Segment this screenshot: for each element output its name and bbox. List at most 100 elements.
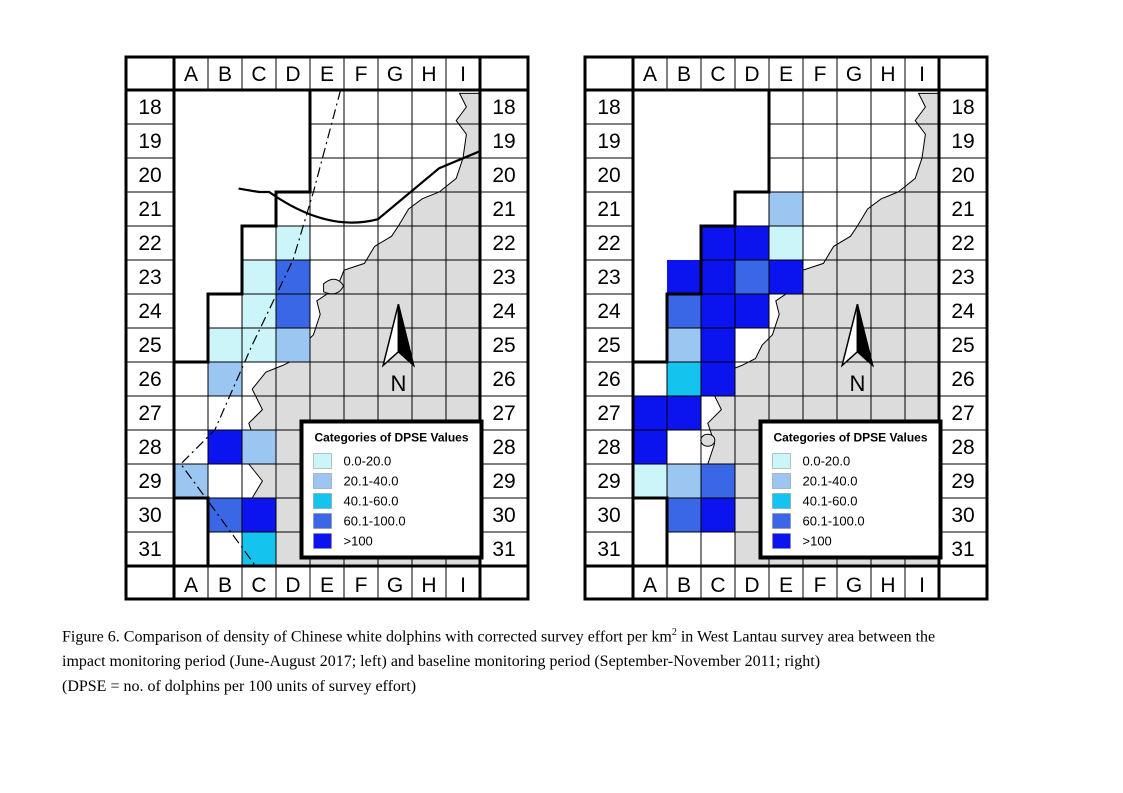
north-arrow-icon <box>856 304 875 368</box>
legend-item-label: 60.1-100.0 <box>344 514 406 529</box>
row-label: 25 <box>597 334 620 357</box>
legend-item-label: >100 <box>803 534 832 549</box>
column-label: G <box>846 63 862 86</box>
row-label: 26 <box>138 368 161 391</box>
row-label: 24 <box>597 300 621 323</box>
legend-item-label: 40.1-60.0 <box>803 494 858 509</box>
column-label: G <box>387 63 403 86</box>
column-label: D <box>285 63 300 86</box>
row-label: 25 <box>951 334 974 357</box>
row-label: 28 <box>492 436 515 459</box>
row-label: 20 <box>492 164 515 187</box>
dpse-cell <box>701 362 735 396</box>
dpse-cell <box>735 260 769 294</box>
column-label: F <box>355 574 368 597</box>
dpse-cell <box>276 226 310 260</box>
row-label: 30 <box>492 504 515 527</box>
row-label: 19 <box>138 130 161 153</box>
row-label: 18 <box>951 96 974 119</box>
row-label: 20 <box>597 164 620 187</box>
row-label: 28 <box>138 436 161 459</box>
caption-line-1b: in West Lantau survey area between the <box>676 628 936 646</box>
row-label: 22 <box>138 232 161 255</box>
legend-swatch <box>772 453 791 469</box>
row-label: 31 <box>597 538 620 561</box>
legend-item-label: >100 <box>344 534 373 549</box>
legend-swatch <box>772 493 791 509</box>
legend-item-label: 40.1-60.0 <box>344 494 399 509</box>
row-label: 23 <box>492 266 515 289</box>
dpse-cell <box>208 328 242 362</box>
row-label: 19 <box>492 130 515 153</box>
column-label: C <box>251 63 266 86</box>
legend-item-label: 0.0-20.0 <box>803 454 851 469</box>
dpse-cell <box>701 226 735 260</box>
row-label: 20 <box>951 164 974 187</box>
dpse-cell <box>208 498 242 532</box>
legend-swatch <box>772 513 791 529</box>
row-label: 30 <box>138 504 161 527</box>
caption-line-1a: Figure 6. Comparison of density of Chine… <box>62 628 672 646</box>
row-label: 31 <box>951 538 974 561</box>
column-label: C <box>710 574 725 597</box>
row-label: 18 <box>492 96 515 119</box>
dpse-cell <box>667 294 701 328</box>
column-label: E <box>779 574 793 597</box>
dpse-cell <box>276 294 310 328</box>
column-label: A <box>643 574 657 597</box>
column-label: I <box>460 63 466 86</box>
column-label: H <box>880 574 895 597</box>
dpse-cell <box>667 396 701 430</box>
dpse-cell <box>633 430 667 464</box>
dpse-cell <box>276 328 310 362</box>
column-label: H <box>421 63 436 86</box>
column-label: C <box>710 63 725 86</box>
boundary-line <box>180 89 342 567</box>
dpse-cell <box>735 294 769 328</box>
dpse-cell <box>769 226 803 260</box>
dpse-cell <box>242 532 276 566</box>
dpse-cell <box>633 396 667 430</box>
row-label: 23 <box>951 266 974 289</box>
bridge-line <box>238 150 481 224</box>
row-label: 21 <box>492 198 515 221</box>
column-label: D <box>744 63 759 86</box>
column-label: E <box>320 63 334 86</box>
column-label: H <box>421 574 436 597</box>
dpse-cell <box>667 362 701 396</box>
caption-superscript: 2 <box>671 627 677 638</box>
column-label: D <box>285 574 300 597</box>
row-label: 27 <box>492 402 515 425</box>
caption-line-2: impact monitoring period (June-August 20… <box>62 653 821 671</box>
row-label: 19 <box>951 130 974 153</box>
row-label: 23 <box>597 266 620 289</box>
dpse-cell <box>174 464 208 498</box>
column-label: E <box>320 574 334 597</box>
figure-caption: Figure 6. Comparison of density of Chine… <box>62 620 1092 699</box>
row-label: 26 <box>492 368 515 391</box>
legend-item-label: 20.1-40.0 <box>803 474 858 489</box>
north-label: N <box>390 371 406 396</box>
row-label: 19 <box>597 130 620 153</box>
row-label: 28 <box>951 436 974 459</box>
dpse-cell <box>208 362 242 396</box>
column-label: I <box>919 63 925 86</box>
row-label: 21 <box>597 198 620 221</box>
column-label: G <box>846 574 862 597</box>
row-label: 24 <box>951 300 975 323</box>
dpse-cell <box>242 260 276 294</box>
legend-item-label: 0.0-20.0 <box>344 454 392 469</box>
dpse-cell <box>633 464 667 498</box>
legend-swatch <box>313 473 332 489</box>
column-label: B <box>677 574 691 597</box>
legend-swatch <box>313 493 332 509</box>
dpse-cell <box>735 226 769 260</box>
row-label: 27 <box>951 402 974 425</box>
dpse-cell <box>242 294 276 328</box>
column-label: B <box>218 63 232 86</box>
column-label: F <box>355 63 368 86</box>
dpse-cell <box>667 498 701 532</box>
row-label: 27 <box>597 402 620 425</box>
